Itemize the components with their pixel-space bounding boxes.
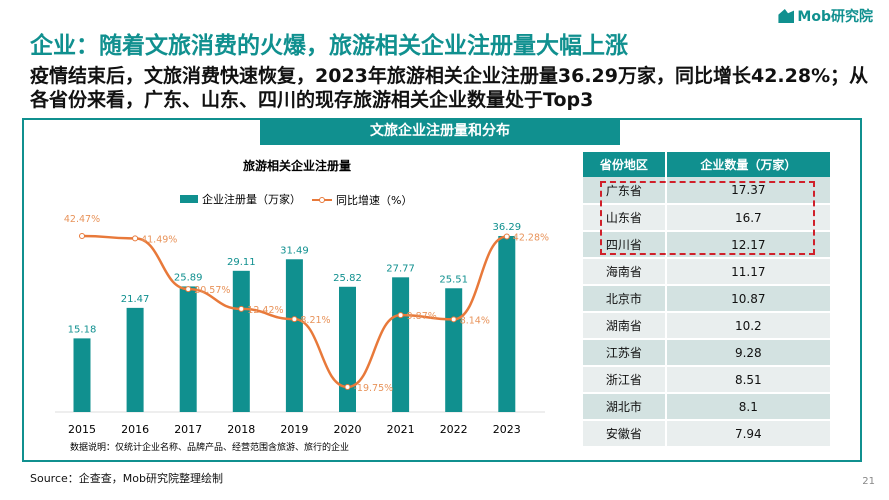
count-cell: 8.51 — [665, 366, 833, 394]
province-cell: 湖南省 — [583, 312, 667, 340]
x-tick-label: 2022 — [440, 423, 468, 436]
x-tick-label: 2023 — [493, 423, 521, 436]
line-label: 12.42% — [247, 305, 283, 316]
table-row: 北京市 10.87 — [583, 285, 833, 313]
source-note: Source：企查查，Mob研究院整理绘制 — [30, 472, 223, 485]
line-point — [344, 384, 351, 390]
bar-label: 25.82 — [333, 273, 362, 284]
line-label: 42.47% — [64, 214, 100, 225]
legend-label: 企业注册量（万家） — [202, 192, 301, 206]
count-cell: 16.7 — [665, 204, 833, 232]
province-cell: 北京市 — [583, 285, 667, 313]
count-cell: 8.1 — [665, 393, 833, 421]
bar-label: 29.11 — [227, 257, 256, 268]
province-cell: 海南省 — [583, 258, 667, 286]
table-row: 海南省 11.17 — [583, 258, 833, 286]
province-cell: 浙江省 — [583, 366, 667, 394]
bar-label: 36.29 — [492, 222, 521, 233]
page-number: 21 — [862, 476, 875, 487]
bar-label: 27.77 — [386, 263, 415, 274]
x-tick-label: 2021 — [387, 423, 415, 436]
bar-label: 25.89 — [174, 272, 203, 283]
line-point — [79, 233, 85, 239]
logo-text: Mob研究院 — [797, 9, 873, 25]
page-title: 企业：随着文旅消费的火爆，旅游相关企业注册量大幅上涨 — [30, 33, 628, 59]
line-point — [450, 316, 457, 323]
x-tick-label: 2016 — [121, 423, 149, 436]
table-row: 湖北市 8.1 — [583, 393, 833, 421]
table-row: 湖南省 10.2 — [583, 312, 833, 340]
count-cell: 9.28 — [665, 339, 833, 367]
province-cell: 山东省 — [583, 204, 667, 232]
top3-highlight — [600, 181, 815, 255]
province-table: 省份地区 企业数量（万家） 广东省 17.37 山东省 16.7 四川省 12.17 海南省 1… — [583, 152, 833, 448]
province-cell: 湖北市 — [583, 393, 667, 421]
table-row: 山东省 16.7 — [583, 204, 833, 232]
bar — [179, 286, 197, 412]
bar — [339, 286, 356, 412]
bar — [73, 338, 91, 412]
line-label: 20.57% — [194, 285, 230, 296]
line-point — [291, 316, 298, 323]
section-title: 文旅企业注册量和分布 — [260, 118, 620, 145]
line-point — [397, 312, 404, 319]
bar-label: 25.51 — [439, 274, 468, 285]
bar — [498, 235, 516, 412]
legend-bar-swatch — [180, 195, 198, 203]
x-tick-label: 2019 — [280, 423, 308, 436]
chart-title: 旅游相关企业注册量 — [243, 158, 351, 173]
col-header: 企业数量（万家） — [665, 152, 833, 177]
line-point — [132, 235, 139, 242]
col-header: 省份地区 — [583, 152, 667, 177]
province-cell: 安徽省 — [583, 420, 667, 448]
line-label: 42.28% — [513, 232, 549, 243]
growth-line — [81, 234, 508, 389]
bar-label: 31.49 — [280, 245, 309, 256]
bar — [126, 307, 144, 412]
line-label: 8.21% — [300, 315, 330, 326]
line-label: 9.87% — [407, 311, 437, 322]
table-row: 安徽省 7.94 — [583, 420, 833, 448]
legend-label: 同比增速（%） — [336, 193, 412, 207]
bar — [445, 288, 463, 412]
line-point — [185, 286, 192, 293]
line-point — [503, 233, 510, 240]
bar-label: 21.47 — [121, 294, 150, 305]
bar — [232, 270, 250, 412]
table-row: 江苏省 9.28 — [583, 339, 833, 367]
province-cell: 江苏省 — [583, 339, 667, 367]
province-cell: 四川省 — [583, 231, 667, 259]
bar — [285, 259, 303, 412]
table-row: 广东省 17.37 — [583, 177, 833, 205]
x-tick-label: 2015 — [68, 423, 96, 436]
table-row: 浙江省 8.51 — [583, 366, 833, 394]
count-cell: 11.17 — [665, 258, 833, 286]
count-cell: 10.87 — [665, 285, 833, 313]
x-tick-label: 2017 — [174, 423, 202, 436]
x-tick-label: 2018 — [227, 423, 255, 436]
table-row: 四川省 12.17 — [583, 231, 833, 259]
logo: Mob研究院 — [778, 6, 873, 26]
line-label: 8.14% — [460, 315, 490, 326]
count-cell: 10.2 — [665, 312, 833, 340]
page-subtitle: 疫情结束后，文旅消费快速恢复，2023年旅游相关企业注册量36.29万家，同比增… — [30, 65, 869, 111]
chart-note: 数据说明：仅统计企业名称、品牌产品、经营范围含旅游、旅行的企业 — [70, 441, 349, 453]
logo-icon — [778, 9, 795, 23]
bar-label: 15.18 — [68, 324, 97, 335]
x-tick-label: 2020 — [334, 423, 362, 436]
bar — [392, 277, 410, 412]
count-cell: 7.94 — [665, 420, 833, 448]
line-point — [238, 305, 245, 312]
legend-line-marker — [319, 197, 325, 203]
line-label: -19.75% — [354, 383, 394, 394]
line-label: 41.49% — [141, 234, 177, 245]
